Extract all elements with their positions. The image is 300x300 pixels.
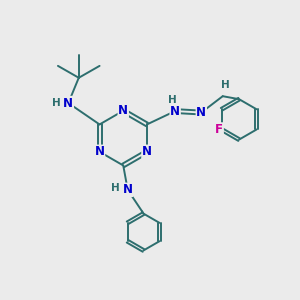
- Text: H: H: [221, 80, 230, 90]
- Text: N: N: [142, 145, 152, 158]
- Text: H: H: [111, 183, 120, 193]
- Text: N: N: [63, 97, 74, 110]
- Text: N: N: [94, 145, 105, 158]
- Text: N: N: [170, 105, 180, 118]
- Text: H: H: [52, 98, 60, 108]
- Text: N: N: [118, 104, 128, 117]
- Text: H: H: [168, 95, 177, 105]
- Text: N: N: [196, 106, 206, 119]
- Text: N: N: [123, 183, 133, 196]
- Text: F: F: [215, 123, 223, 136]
